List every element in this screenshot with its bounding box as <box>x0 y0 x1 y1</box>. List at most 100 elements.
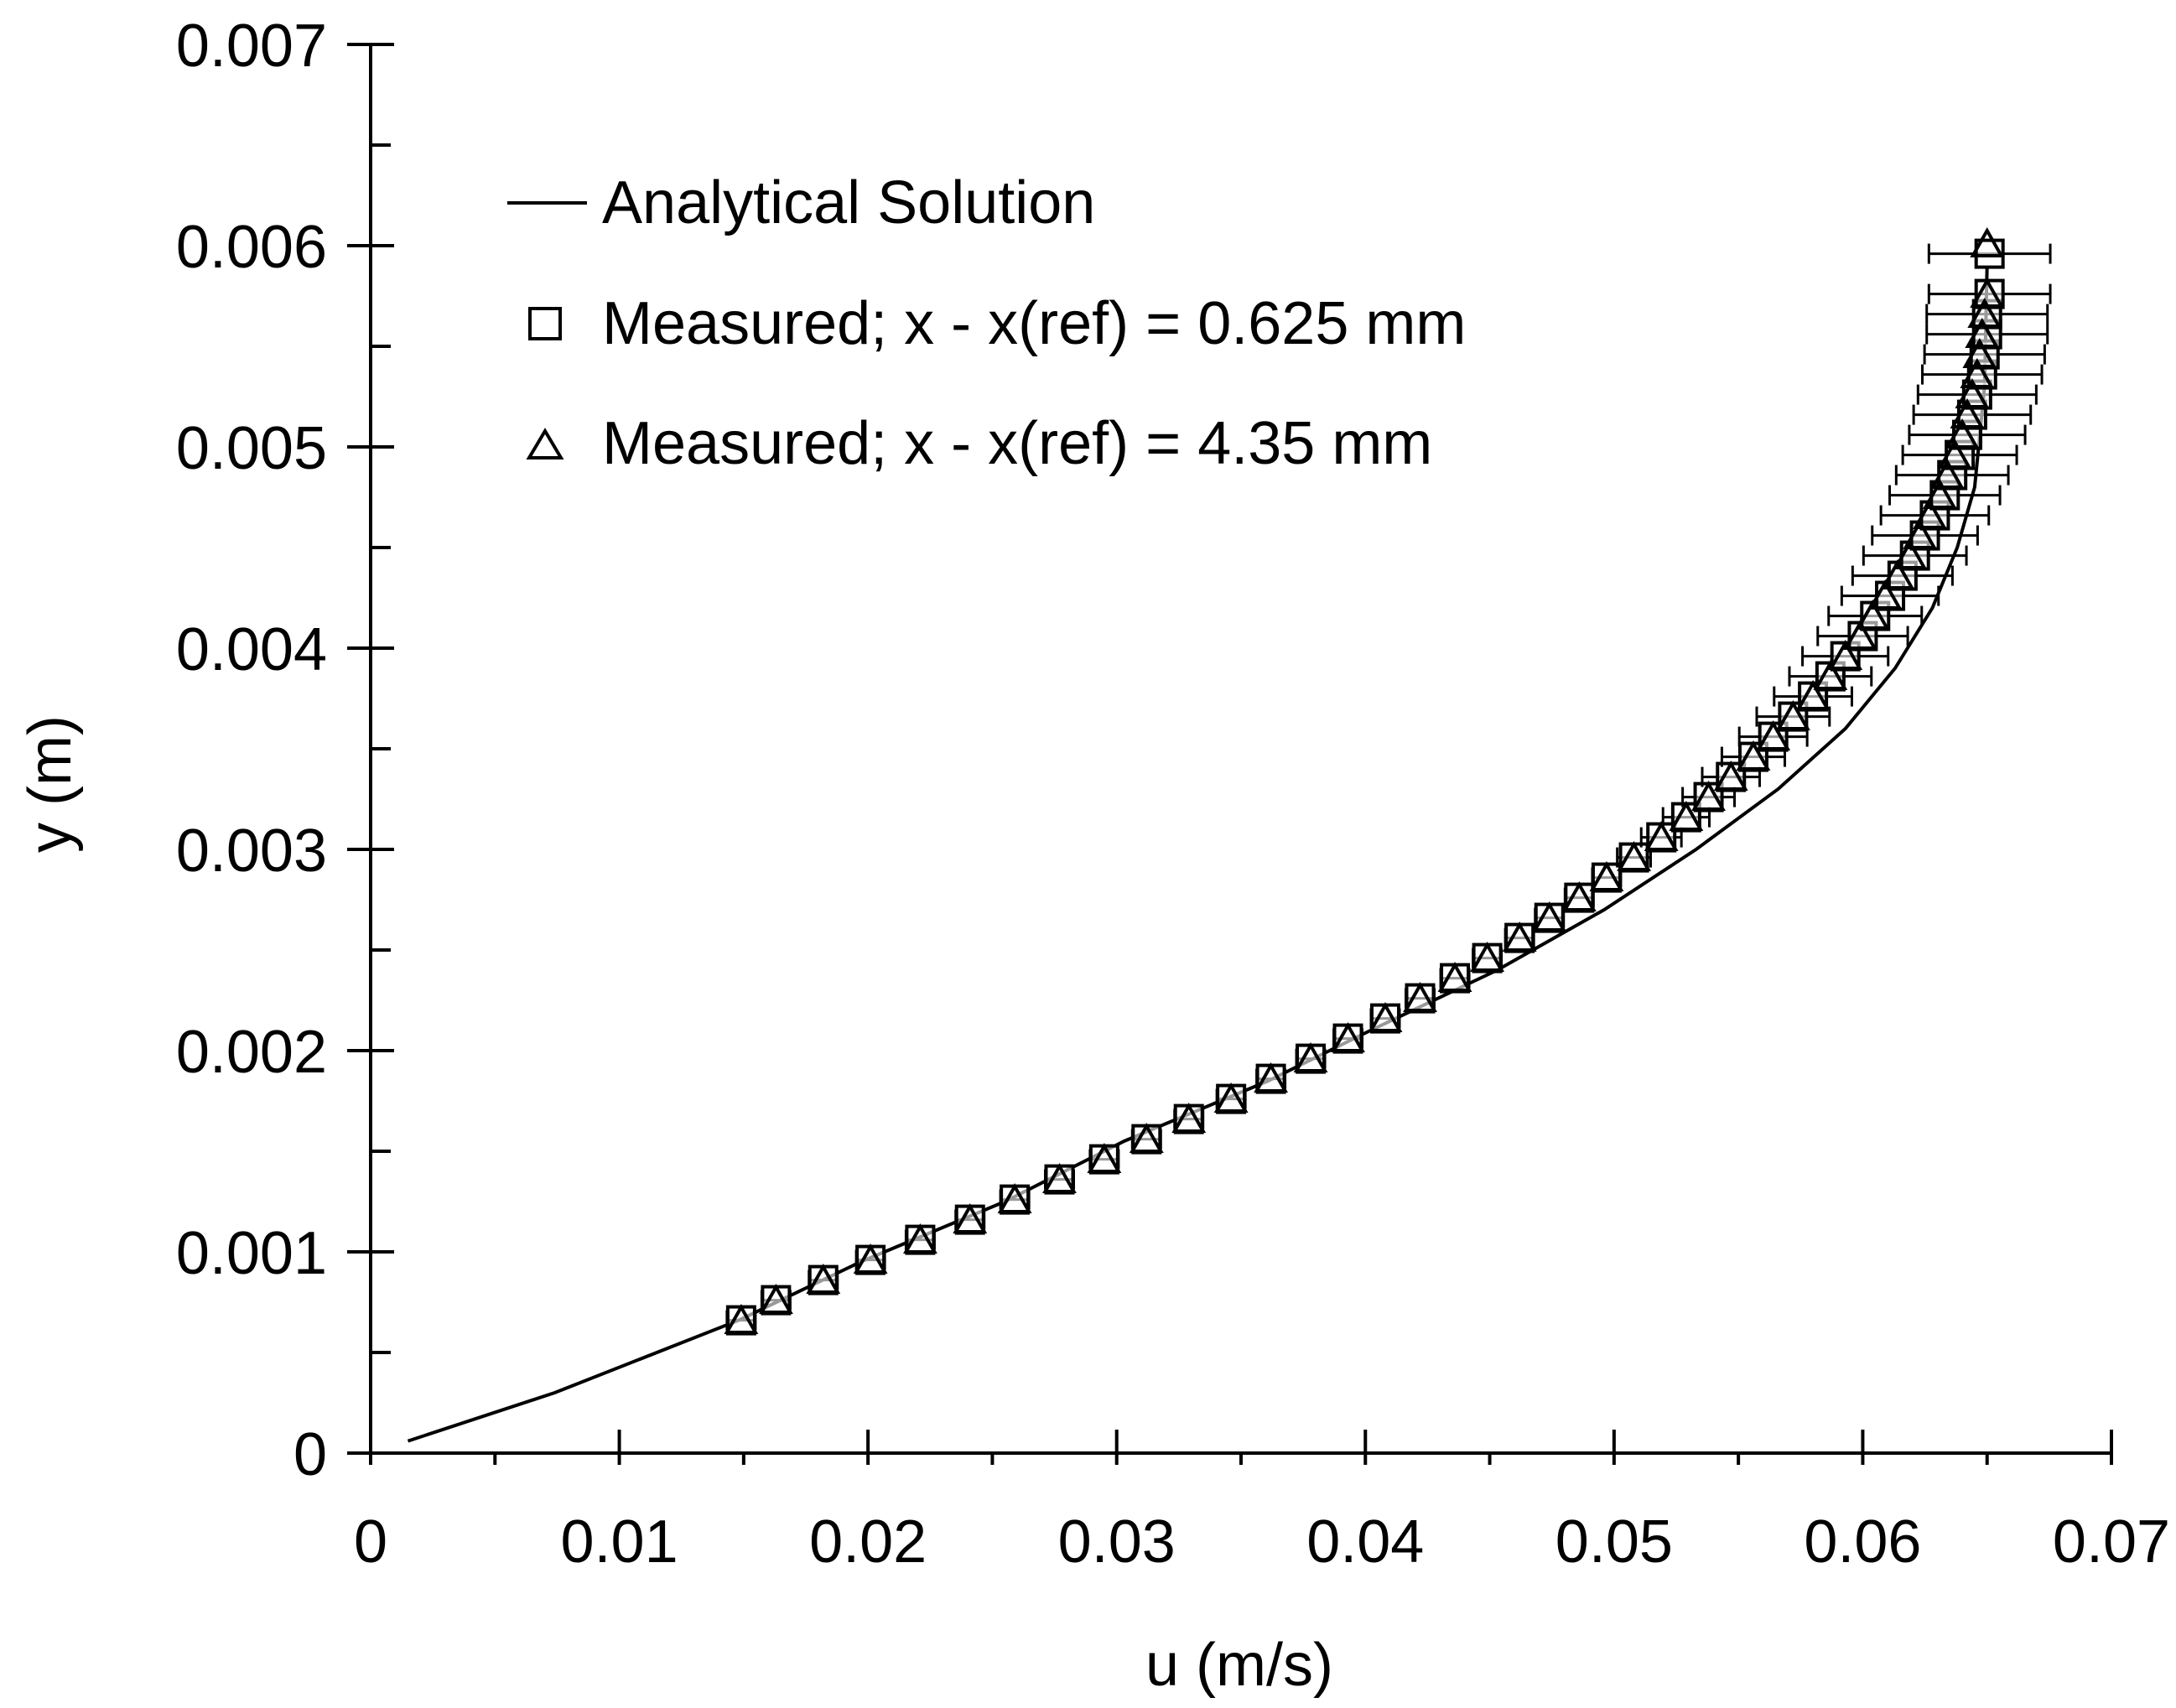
y-tick-label: 0.005 <box>176 415 327 482</box>
plot-series <box>407 226 2052 1443</box>
square-marker <box>1000 1184 1031 1215</box>
triangle-marker <box>806 1263 841 1294</box>
triangle-marker <box>1470 941 1505 972</box>
square-marker <box>1173 1103 1204 1134</box>
triangle-marker <box>1691 780 1726 811</box>
triangle-marker <box>724 1303 759 1334</box>
y-tick-label: 0 <box>293 1421 327 1488</box>
y-tick-label: 0.007 <box>176 13 327 80</box>
triangle-marker <box>1713 760 1748 791</box>
triangle-marker <box>1843 619 1877 650</box>
square-marker <box>1255 1063 1286 1094</box>
triangle-marker <box>1880 558 1915 589</box>
square-marker <box>1646 822 1677 853</box>
square-marker <box>1472 942 1503 973</box>
triangle-marker <box>1589 860 1624 891</box>
triangle-marker <box>1960 357 1995 388</box>
square-marker <box>1370 1003 1401 1034</box>
y-axis-ticks: 0 0.001 0.002 0.003 0.004 0.005 0.006 0.007 <box>176 13 394 1488</box>
triangle-marker <box>1254 1062 1289 1093</box>
triangle-marker <box>1955 377 1990 408</box>
square-marker <box>1440 963 1471 994</box>
square-marker <box>1216 1083 1247 1114</box>
legend-triangle-marker <box>526 428 564 459</box>
triangle-marker <box>1922 478 1957 509</box>
triangle-marker <box>1937 438 1972 469</box>
x-tick-label: 0.02 <box>809 1508 927 1576</box>
triangle-marker <box>1756 719 1791 750</box>
triangle-marker <box>1502 921 1537 952</box>
triangle-marker <box>1950 397 1985 428</box>
x-axis-ticks: 0 0.01 0.02 0.03 0.04 0.05 0.06 0.07 <box>354 1430 2170 1576</box>
x-tick-label: 0.04 <box>1306 1508 1424 1576</box>
triangle-marker <box>853 1243 888 1274</box>
triangle-marker <box>1669 800 1704 831</box>
y-tick-label: 0.004 <box>176 616 327 683</box>
y-tick-label: 0.001 <box>176 1220 327 1287</box>
triangle-marker <box>997 1182 1032 1213</box>
square-marker <box>1534 902 1565 933</box>
square-marker <box>725 1305 756 1336</box>
triangle-marker <box>1368 1001 1403 1032</box>
square-marker <box>1618 842 1649 873</box>
x-tick-label: 0.03 <box>1058 1508 1176 1576</box>
triangle-marker <box>1929 458 1965 489</box>
triangle-marker <box>1828 639 1863 670</box>
square-marker <box>1591 862 1622 893</box>
square-marker <box>761 1285 792 1316</box>
square-marker <box>905 1224 936 1255</box>
triangle-marker <box>1736 740 1771 771</box>
triangle-marker <box>1970 226 2005 257</box>
triangle-marker <box>1171 1102 1207 1133</box>
triangle-marker <box>1437 961 1472 992</box>
series-measured-435mm <box>724 226 2005 1334</box>
triangle-marker <box>902 1223 937 1254</box>
square-marker <box>1131 1124 1162 1155</box>
triangle-marker <box>953 1202 988 1233</box>
square-marker <box>1044 1164 1075 1195</box>
square-marker <box>954 1204 985 1235</box>
y-tick-label: 0.002 <box>176 1019 327 1086</box>
triangle-marker <box>1795 679 1831 710</box>
x-tick-label: 0.01 <box>561 1508 678 1576</box>
square-marker <box>1405 983 1436 1014</box>
square-marker <box>1332 1023 1363 1054</box>
triangle-marker <box>1893 538 1928 569</box>
square-marker <box>1088 1144 1119 1175</box>
triangle-marker <box>1293 1041 1328 1072</box>
triangle-marker <box>758 1283 793 1314</box>
legend-label-measured-0625: Measured; x - x(ref) = 0.625 mm <box>602 290 1466 357</box>
y-tick-label: 0.006 <box>176 214 327 281</box>
triangle-marker <box>1965 317 2000 348</box>
y-axis-title: y (m) <box>17 715 84 853</box>
x-tick-label: 0.06 <box>1804 1508 1921 1576</box>
triangle-marker <box>1855 599 1890 630</box>
x-axis-title: u (m/s) <box>1145 1632 1333 1699</box>
triangle-marker <box>1561 880 1597 911</box>
triangle-marker <box>1903 518 1938 549</box>
square-marker <box>1504 922 1535 953</box>
triangle-marker <box>1042 1162 1077 1193</box>
triangle-marker <box>1967 297 2002 328</box>
triangle-marker <box>1867 579 1903 610</box>
triangle-marker <box>1403 981 1437 1012</box>
triangle-marker <box>1617 840 1652 871</box>
square-marker <box>808 1264 839 1295</box>
square-marker <box>1296 1043 1327 1074</box>
triangle-marker <box>1913 498 1947 529</box>
triangle-marker <box>1970 277 2005 308</box>
triangle-marker <box>1962 337 1997 368</box>
triangle-marker <box>1087 1142 1122 1173</box>
triangle-marker <box>1331 1021 1365 1052</box>
legend-square-marker <box>528 307 562 340</box>
square-marker <box>1564 882 1595 913</box>
triangle-marker <box>1532 901 1567 932</box>
legend-label-analytical: Analytical Solution <box>602 169 1095 236</box>
triangle-marker <box>1775 699 1810 730</box>
legend-label-measured-435: Measured; x - x(ref) = 4.35 mm <box>602 410 1432 477</box>
x-tick-label: 0 <box>354 1508 387 1576</box>
y-tick-label: 0.003 <box>176 818 327 885</box>
x-tick-label: 0.07 <box>2053 1508 2170 1576</box>
